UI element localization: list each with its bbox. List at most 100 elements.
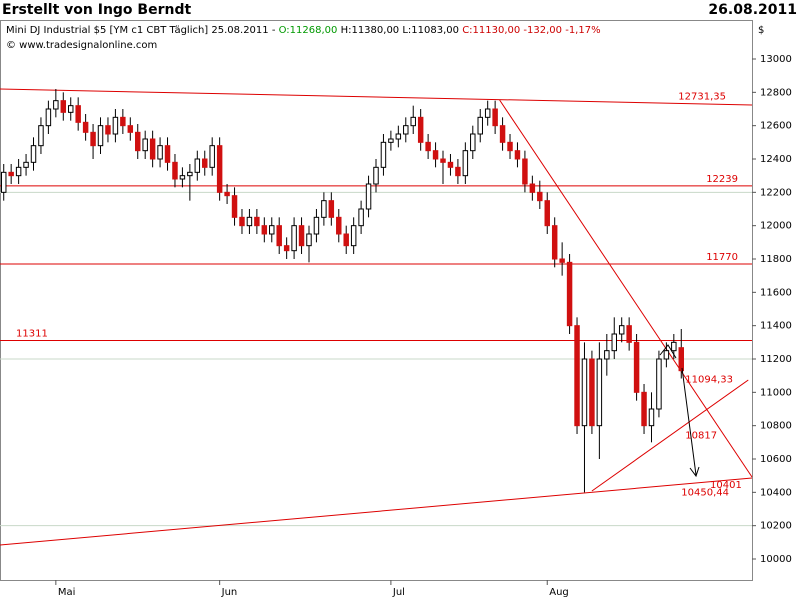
candle-body — [678, 347, 685, 372]
trend-line — [0, 88, 753, 106]
y-tick-label: 12000 — [760, 221, 792, 232]
candle-body — [432, 150, 439, 160]
y-tick-label: 10600 — [760, 454, 792, 465]
candle-body — [0, 171, 7, 193]
candle-body — [209, 145, 215, 168]
line-label: 12239 — [706, 174, 738, 185]
candle-body — [239, 216, 245, 227]
candle-body — [90, 131, 96, 147]
candle-body — [395, 133, 402, 140]
candle-body — [142, 138, 148, 152]
arrow-down — [681, 367, 700, 478]
candle-body — [589, 358, 595, 427]
candle-body — [604, 350, 610, 360]
y-tick-label: 13000 — [760, 54, 792, 65]
candle-body — [8, 171, 14, 177]
info-line: Mini DJ Industrial $5 [YM c1 CBT Täglich… — [6, 25, 601, 36]
marks — [0, 88, 753, 546]
candle-body — [559, 258, 565, 263]
y-tick-label: 12800 — [760, 87, 792, 98]
chart-title: Erstellt von Ingo Berndt — [2, 2, 191, 18]
candle-body — [574, 325, 580, 427]
info-part: Mini DJ Industrial $5 [YM c1 CBT Täglich… — [6, 25, 279, 36]
candle-body — [172, 161, 178, 180]
candle-body — [38, 125, 44, 147]
y-tick-label: 12200 — [760, 187, 792, 198]
candle-body — [97, 125, 104, 147]
candle-body — [596, 358, 603, 427]
candle-body — [425, 141, 431, 152]
candle-body — [507, 141, 513, 152]
candle-body — [75, 105, 81, 123]
candle-body — [276, 225, 282, 247]
y-tick-label: 11200 — [760, 354, 792, 365]
candle-body — [30, 145, 37, 163]
candle-body — [388, 138, 394, 143]
x-tick-label: Jun — [221, 587, 238, 598]
candle-body — [499, 125, 506, 143]
candle-body — [135, 131, 141, 152]
candle-body — [127, 125, 134, 133]
candle-body — [581, 358, 588, 427]
line-label: 11770 — [706, 252, 738, 263]
y-tick-label: 11800 — [760, 254, 792, 265]
candle-body — [470, 133, 476, 152]
candle-body — [663, 350, 670, 360]
candle-body — [261, 225, 268, 235]
candle-body — [537, 191, 543, 202]
candle-body — [514, 150, 521, 160]
candle-body — [328, 200, 335, 218]
y-tick-label: 10200 — [760, 521, 792, 532]
candle-body — [343, 233, 349, 247]
source: © www.tradesignalonline.com — [6, 40, 157, 51]
candle-body — [417, 116, 424, 143]
y-unit: $ — [758, 25, 764, 36]
y-tick-label: 12600 — [760, 121, 792, 132]
y-tick-label: 10000 — [760, 554, 792, 565]
candle-body — [224, 191, 230, 197]
candle-body — [671, 341, 677, 352]
candle-body — [105, 125, 111, 135]
candle-body — [350, 225, 357, 247]
candle-body — [529, 183, 536, 193]
candle-body — [202, 158, 208, 168]
candle-body — [484, 108, 491, 118]
candle-body — [120, 116, 126, 127]
candle-body — [53, 100, 59, 110]
y-tick-label: 10400 — [760, 487, 792, 498]
trend-line — [591, 379, 749, 492]
y-tick-label: 12400 — [760, 154, 792, 165]
x-tick-label: Mai — [58, 587, 76, 598]
candle-body — [187, 171, 193, 177]
info-part: H:11380,00 L:11083,00 — [337, 25, 462, 36]
candle-body — [157, 145, 163, 160]
line-label: 11311 — [16, 329, 48, 340]
candle-body — [462, 150, 469, 177]
x-tick-label: Jul — [392, 587, 405, 598]
candle-body — [477, 116, 483, 135]
candle-body — [373, 166, 379, 185]
candle-body — [112, 116, 119, 135]
candle-body — [566, 261, 573, 327]
candle-body — [365, 183, 372, 210]
candle-body — [82, 121, 89, 133]
header-bar — [0, 0, 800, 18]
candle-body — [298, 225, 305, 247]
candle-body — [194, 158, 201, 173]
line-label: 10401 — [710, 480, 742, 491]
line-label: 10450,44 — [681, 487, 729, 498]
line-label: 11094,33 — [685, 374, 733, 385]
candle-body — [313, 216, 320, 235]
candle-body — [149, 138, 156, 160]
candle-body — [551, 225, 558, 260]
trend-line — [499, 99, 753, 478]
candle-body — [283, 245, 290, 252]
candle-body — [60, 100, 67, 113]
info-part: O:11268,00 — [279, 25, 338, 36]
candle-body — [254, 216, 260, 227]
candle-body — [23, 161, 29, 168]
candle-body — [306, 233, 312, 247]
line-label: 10817 — [685, 431, 717, 442]
y-tick-label: 11000 — [760, 387, 792, 398]
